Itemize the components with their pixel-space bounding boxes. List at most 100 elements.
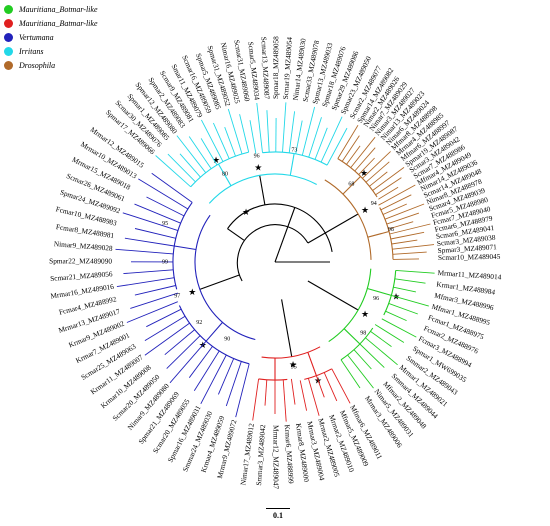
leaf-branch [394, 278, 426, 284]
clade-arc [324, 179, 372, 260]
node-star-icon: ★ [188, 287, 196, 297]
leaf-branch [144, 315, 186, 341]
leaf-branch [307, 378, 320, 416]
leaf-branch [124, 237, 175, 247]
legend-item-vertumana: Vertumana [4, 30, 154, 44]
leaf-label: Scmar10_MZ489045 [438, 252, 501, 262]
leaf-branch [388, 221, 414, 230]
leaf-branch [249, 120, 257, 154]
leaf-branch [188, 136, 212, 169]
inner-arc [236, 224, 309, 282]
leaf-branch [393, 286, 416, 293]
subclade-stem [307, 352, 317, 376]
leaf-branch [320, 116, 343, 163]
leaf-branch [369, 171, 388, 187]
leaf-branch [391, 239, 418, 245]
bootstrap-label: 73 [291, 148, 297, 154]
legend-item-batmar: Mauritiana_Batmar-like [4, 16, 154, 30]
clade-stem [259, 175, 266, 205]
clade-stem [307, 213, 359, 244]
leaf-branch [134, 228, 176, 239]
leaf-branch [359, 343, 385, 368]
leaf-branch [167, 153, 196, 183]
leaf-branch [282, 102, 287, 153]
leaf-branch [225, 361, 242, 407]
bootstrap-label: 90 [224, 337, 230, 343]
clade-arc [328, 268, 372, 343]
subclade-stem [289, 153, 295, 176]
leaf-branch [390, 231, 425, 240]
leaf-branch [144, 322, 190, 356]
leaf-branch [370, 331, 392, 347]
leaf-branch [392, 251, 427, 255]
leaf-branch [341, 135, 360, 162]
leaf-branch [200, 354, 227, 405]
subclade-stem [218, 163, 232, 187]
leaf-branch [354, 147, 376, 172]
leaf-label: Smmar3_MZ489042 [254, 424, 267, 486]
leaf-branch [176, 135, 207, 173]
leaf-branch [347, 354, 374, 389]
subclade-stem [367, 230, 390, 238]
leaf-label: Scmar19_MZ489054 [281, 36, 294, 99]
bootstrap-label: 95 [291, 364, 297, 370]
bootstrap-label: 97 [174, 294, 180, 300]
node-star-icon: ★ [360, 168, 368, 178]
subclade-stem [205, 322, 223, 342]
legend-label: Mauritiana_Batmar-like [19, 18, 98, 28]
subclade-arc [337, 158, 378, 198]
leaf-branch [384, 203, 425, 220]
clade-stem [281, 299, 293, 357]
leaf-branch [358, 157, 375, 175]
subclade-arc [172, 202, 193, 290]
leaf-branch [392, 258, 420, 260]
leaf-branch [239, 114, 250, 153]
leaf-branch [288, 111, 296, 153]
leaf-branch [256, 102, 263, 153]
leaf-label: Scmar21_MZ489056 [50, 269, 113, 283]
bootstrap-label: 98 [388, 227, 394, 233]
leaf-branch [224, 126, 236, 157]
leaf-branch [164, 329, 195, 356]
leaf-branch [337, 124, 359, 159]
legend-dot-icon [4, 32, 13, 42]
leaf-branch [116, 277, 175, 288]
legend-item-drosophila: Drosophila [4, 58, 154, 72]
clade-arc [261, 346, 321, 359]
root-star-icon: ★ [242, 207, 250, 217]
leaf-branch [179, 153, 201, 178]
leaf-branch [200, 138, 218, 166]
leaf-branch [346, 145, 361, 165]
leaf-branch [388, 302, 418, 315]
bootstrap-label: 94 [371, 201, 377, 207]
subclade-arc [379, 207, 394, 260]
leaf-label: Spmar18_MZ489058 [271, 36, 280, 99]
subclade-arc [258, 378, 288, 381]
leaf-branch [146, 196, 185, 217]
subclade-arc [340, 327, 374, 361]
leaf-branch [217, 358, 235, 395]
leaf-label: Spmar3_MZ489071 [437, 242, 497, 255]
leaf-branch [362, 151, 391, 179]
node-star-icon: ★ [289, 359, 297, 369]
subclade-stem [367, 287, 392, 296]
leaf-branch [380, 194, 412, 211]
subclade-arc [178, 305, 250, 365]
root-branch [274, 207, 296, 263]
leaf-branch [374, 324, 405, 343]
subclade-arc [190, 151, 249, 188]
node-star-icon: ★ [361, 309, 369, 319]
bootstrap-label: 80 [222, 171, 228, 177]
subclade-stem [342, 176, 361, 195]
leaf-branch [389, 223, 431, 235]
scale-bar: 0.1 [266, 508, 290, 520]
leaf-branch [331, 368, 351, 404]
subclade-stem [174, 245, 197, 251]
legend-label: Vertumana [19, 32, 54, 42]
leaf-branch [365, 161, 390, 183]
leaf-branch [282, 379, 287, 422]
subclade-arc [383, 270, 397, 316]
leaf-branch [375, 177, 402, 196]
leaf-branch [378, 184, 416, 206]
leaf-branch [134, 203, 181, 224]
